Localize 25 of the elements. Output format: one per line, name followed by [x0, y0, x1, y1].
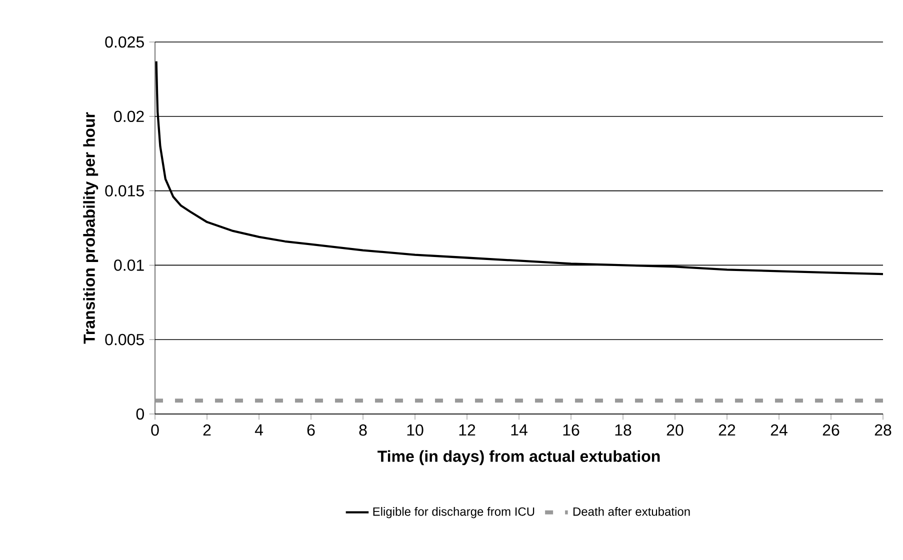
legend-label: Eligible for discharge from ICU	[373, 507, 534, 518]
y-tick-label: 0.015	[105, 185, 144, 196]
x-tick-label: 6	[307, 424, 315, 436]
x-tick-label: 10	[407, 424, 424, 436]
x-axis-title: Time (in days) from actual extubation	[378, 450, 660, 466]
x-tick-label: 28	[874, 424, 892, 436]
x-tick-label: 0	[151, 424, 159, 436]
x-tick-label: 8	[359, 424, 367, 436]
x-tick-label: 14	[511, 424, 528, 436]
x-tick-label: 12	[459, 424, 476, 436]
y-tick-label: 0.005	[105, 334, 144, 346]
x-tick-label: 26	[822, 424, 840, 436]
y-axis-title: Transition probability per hour	[83, 112, 98, 344]
y-tick-label: 0.02	[114, 110, 144, 122]
x-tick-label: 18	[615, 424, 632, 436]
x-tick-label: 20	[666, 424, 684, 436]
x-tick-label: 22	[718, 424, 736, 436]
x-tick-label: 2	[203, 424, 211, 436]
x-tick-label: 16	[563, 424, 580, 436]
y-tick-label: 0.025	[105, 36, 144, 48]
x-tick-label: 24	[770, 424, 788, 436]
x-tick-label: 4	[254, 424, 263, 436]
y-tick-label: 0.01	[114, 260, 144, 271]
y-tick-label: 0	[136, 408, 144, 420]
legend-label: Death after extubation	[573, 507, 690, 516]
